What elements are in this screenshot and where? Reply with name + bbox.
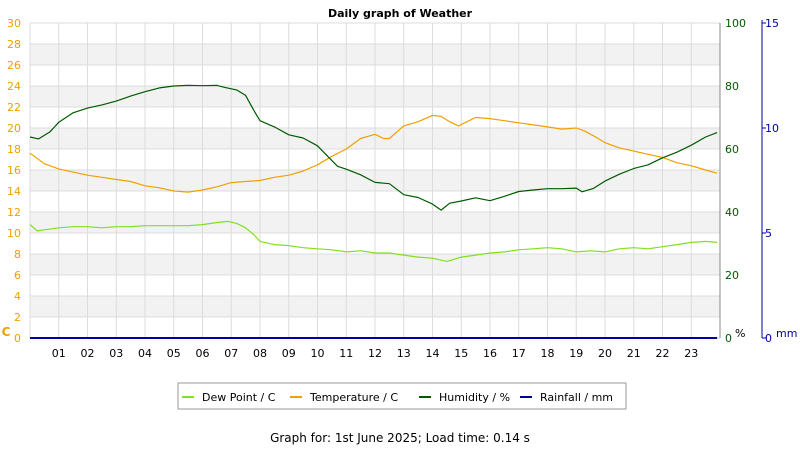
x-tick-label: 04 <box>138 347 152 360</box>
x-tick-label: 13 <box>397 347 411 360</box>
legend-entry-2: Humidity / % <box>419 391 510 404</box>
series-line-0 <box>29 220 718 262</box>
rain-tick-label: 15 <box>765 17 779 30</box>
legend-label: Temperature / C <box>309 391 398 404</box>
left-tick-label: 14 <box>7 185 21 198</box>
left-tick-label: 16 <box>7 164 21 177</box>
x-tick-label: 21 <box>627 347 641 360</box>
humidity-tick-label: 80 <box>725 80 739 93</box>
legend-entry-3: Rainfall / mm <box>520 391 613 404</box>
legend-label: Humidity / % <box>439 391 510 404</box>
x-tick-label: 02 <box>81 347 95 360</box>
left-tick-label: 30 <box>7 17 21 30</box>
rain-tick-label: 5 <box>765 227 772 240</box>
legend-entry-1: Temperature / C <box>290 391 398 404</box>
legend-label: Rainfall / mm <box>540 391 613 404</box>
graph-footer: Graph for: 1st June 2025; Load time: 0.1… <box>270 431 530 445</box>
left-tick-label: 26 <box>7 59 21 72</box>
legend-label: Dew Point / C <box>202 391 276 404</box>
legend: Dew Point / C Temperature / C Humidity / %… <box>177 382 627 410</box>
x-tick-label: 10 <box>311 347 325 360</box>
left-tick-label: 18 <box>7 143 21 156</box>
x-tick-label: 06 <box>196 347 210 360</box>
series-line-2 <box>29 84 718 211</box>
x-tick-label: 17 <box>512 347 526 360</box>
x-tick-label: 19 <box>569 347 583 360</box>
left-tick-label: 12 <box>7 206 21 219</box>
left-tick-label: 2 <box>14 311 21 324</box>
x-tick-label: 20 <box>598 347 612 360</box>
x-tick-label: 14 <box>426 347 440 360</box>
left-tick-label: 20 <box>7 122 21 135</box>
humidity-tick-label: 40 <box>725 206 739 219</box>
humidity-tick-label: 100 <box>725 17 746 30</box>
x-tick-label: 03 <box>109 347 123 360</box>
x-tick-label: 16 <box>483 347 497 360</box>
x-tick-label: 01 <box>52 347 66 360</box>
series-layer <box>29 84 718 339</box>
x-tick-label: 15 <box>454 347 468 360</box>
x-tick-label: 12 <box>368 347 382 360</box>
left-tick-label: 6 <box>14 269 21 282</box>
x-tick-label: 05 <box>167 347 181 360</box>
x-tick-label: 18 <box>541 347 555 360</box>
legend-entry-0: Dew Point / C <box>182 391 276 404</box>
left-tick-label: 0 <box>14 332 21 345</box>
rain-tick-label: 10 <box>765 122 779 135</box>
left-tick-label: 24 <box>7 80 21 93</box>
left-tick-label: 28 <box>7 38 21 51</box>
x-tick-label: 09 <box>282 347 296 360</box>
left-tick-label: 4 <box>14 290 21 303</box>
humidity-tick-label: 0 <box>725 332 732 345</box>
legend-box <box>177 382 627 410</box>
humidity-tick-label: 20 <box>725 269 739 282</box>
rain-tick-label: 0 <box>765 332 772 345</box>
chart-title: Daily graph of Weather <box>328 7 473 20</box>
x-tick-label: 07 <box>224 347 238 360</box>
left-tick-label: 8 <box>14 248 21 261</box>
humidity-tick-label: 60 <box>725 143 739 156</box>
left-tick-label: 10 <box>7 227 21 240</box>
rain-axis-unit: mm <box>776 327 797 340</box>
grid-lines <box>29 22 721 339</box>
x-tick-label: 23 <box>684 347 698 360</box>
left-tick-label: 22 <box>7 101 21 114</box>
x-tick-label: 08 <box>253 347 267 360</box>
x-tick-label: 22 <box>656 347 670 360</box>
x-tick-label: 11 <box>339 347 353 360</box>
series-line-1 <box>29 114 718 193</box>
humidity-axis-unit: % <box>735 327 745 340</box>
left-axis-unit: C <box>2 325 11 339</box>
